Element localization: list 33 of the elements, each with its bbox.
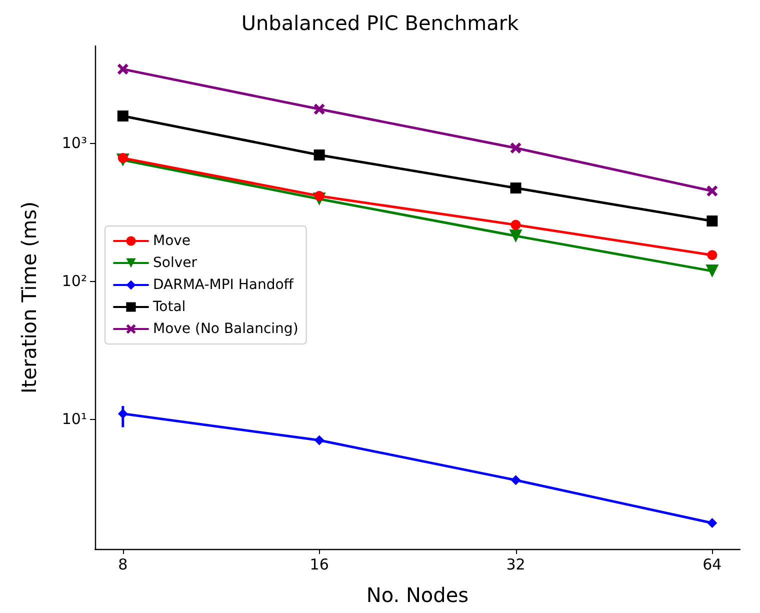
- x-tick-label: 16: [310, 556, 329, 574]
- point: [118, 408, 128, 419]
- x-tick-label: 32: [506, 556, 526, 574]
- point: [707, 250, 718, 260]
- point: [707, 518, 718, 528]
- x-axis-title: No. Nodes: [366, 583, 469, 607]
- y-tick-label: 10²: [62, 272, 87, 290]
- point: [314, 190, 324, 201]
- point: [314, 149, 325, 160]
- point: [314, 435, 324, 446]
- chart-title: Unbalanced PIC Benchmark: [241, 11, 520, 35]
- point: [510, 142, 522, 154]
- point: [117, 110, 128, 122]
- y-tick-label: 10³: [62, 134, 87, 152]
- legend-label: Total: [152, 299, 186, 315]
- point: [314, 104, 325, 115]
- point: [118, 153, 128, 164]
- point: [510, 182, 522, 194]
- legend-label: Move: [153, 233, 191, 249]
- x-tick-label: 8: [118, 556, 128, 574]
- point: [510, 475, 521, 486]
- legend-label: Move (No Balancing): [153, 321, 298, 337]
- point: [510, 220, 521, 230]
- point: [117, 64, 128, 75]
- point: [706, 264, 719, 278]
- y-axis-title: Iteration Time (ms): [17, 201, 41, 394]
- point: [706, 216, 718, 227]
- point: [706, 185, 718, 196]
- point: [509, 229, 522, 242]
- legend-label: DARMA-MPI Handoff: [153, 277, 294, 293]
- y-tick-label: 10¹: [62, 410, 87, 428]
- legend-label: Solver: [153, 255, 198, 271]
- x-tick-label: 64: [702, 556, 722, 574]
